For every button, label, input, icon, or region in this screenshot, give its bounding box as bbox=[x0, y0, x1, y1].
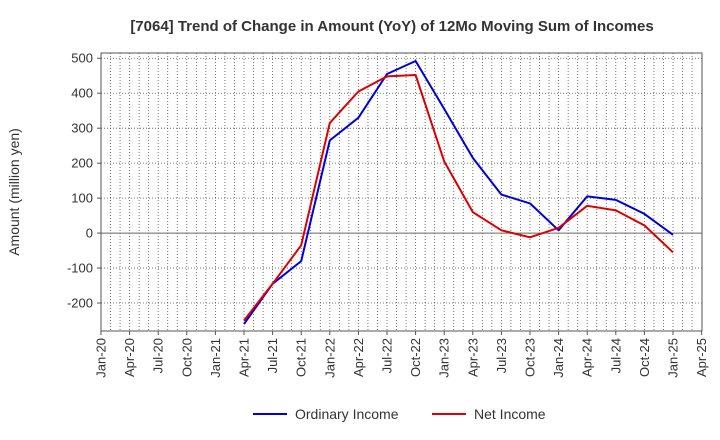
x-tick-label: Oct-23 bbox=[523, 338, 538, 377]
x-tick-label: Apr-24 bbox=[580, 338, 595, 377]
plot-area bbox=[100, 52, 703, 332]
x-tick-label: Oct-20 bbox=[179, 338, 194, 377]
series-lines bbox=[243, 60, 674, 325]
x-tick-label: Jan-23 bbox=[437, 338, 452, 378]
x-tick-label: Jan-21 bbox=[208, 338, 223, 378]
x-tick-label: Oct-22 bbox=[408, 338, 423, 377]
x-tick-label: Jul-24 bbox=[608, 338, 623, 373]
x-tick-label: Apr-22 bbox=[351, 338, 366, 377]
series-line-ordinary-income bbox=[243, 60, 674, 325]
chart-title: [7064] Trend of Change in Amount (YoY) o… bbox=[130, 18, 653, 35]
y-tick-label: 500 bbox=[71, 51, 93, 66]
x-axis-ticks: Jan-20 Apr-20 Jul-20 Oct-20 Jan-21 Apr-21 Jul-… bbox=[94, 331, 709, 378]
x-tick-label: Jul-20 bbox=[151, 338, 166, 373]
x-tick-label: Oct-24 bbox=[637, 338, 652, 377]
series-line-net-income bbox=[243, 74, 674, 322]
grid-lines bbox=[101, 53, 702, 331]
x-tick-label: Apr-25 bbox=[694, 338, 709, 377]
y-tick-label: 400 bbox=[71, 86, 93, 101]
y-tick-label: 300 bbox=[71, 121, 93, 136]
x-tick-label: Apr-21 bbox=[237, 338, 252, 377]
x-tick-label: Jan-24 bbox=[551, 338, 566, 378]
x-tick-label: Oct-21 bbox=[294, 338, 309, 377]
y-tick-label: 0 bbox=[86, 226, 93, 241]
x-tick-label: Jan-22 bbox=[322, 338, 337, 378]
plot-background bbox=[101, 53, 702, 331]
x-tick-label: Jul-23 bbox=[494, 338, 509, 373]
legend: Ordinary Income Net Income bbox=[253, 406, 546, 422]
plot-border bbox=[100, 52, 703, 332]
legend-item-net-income: Net Income bbox=[432, 406, 546, 422]
legend-item-ordinary-income: Ordinary Income bbox=[253, 406, 399, 422]
y-tick-label: -200 bbox=[67, 296, 93, 311]
y-axis-label: Amount (million yen) bbox=[6, 128, 22, 256]
x-tick-label: Apr-20 bbox=[122, 338, 137, 377]
x-tick-label: Jan-20 bbox=[94, 338, 109, 378]
x-tick-label: Jan-25 bbox=[666, 338, 681, 378]
x-tick-label: Jul-21 bbox=[265, 338, 280, 373]
y-axis-ticks: 500 400 300 200 100 0 -100 -200 bbox=[67, 51, 101, 311]
x-tick-label: Apr-23 bbox=[465, 338, 480, 377]
legend-label-ordinary-income: Ordinary Income bbox=[295, 406, 399, 422]
legend-label-net-income: Net Income bbox=[474, 406, 546, 422]
y-tick-label: 100 bbox=[71, 191, 93, 206]
y-tick-label: 200 bbox=[71, 156, 93, 171]
y-tick-label: -100 bbox=[67, 261, 93, 276]
x-tick-label: Jul-22 bbox=[380, 338, 395, 373]
